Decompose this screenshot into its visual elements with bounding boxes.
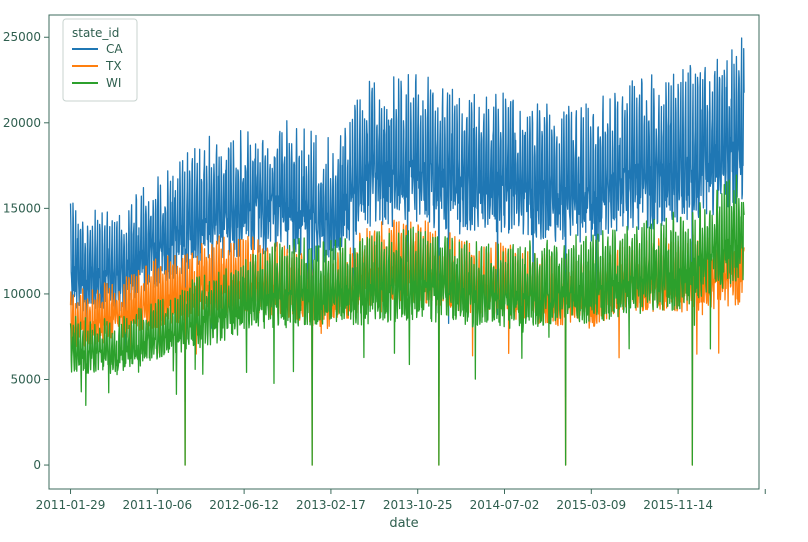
legend-title: state_id — [72, 26, 119, 40]
x-tick-label: 2015-11-14 — [643, 498, 713, 512]
y-tick-label: 20000 — [3, 116, 41, 130]
y-axis: 0 5000 10000 15000 20000 25000 — [3, 30, 49, 472]
plot-frame — [48, 14, 760, 490]
y-tick-label: 25000 — [3, 30, 41, 44]
x-axis-label: date — [389, 516, 418, 531]
x-tick-label: 2014-07-02 — [470, 498, 540, 512]
x-tick-label: 2012-06-12 — [209, 498, 279, 512]
legend-label-tx: TX — [105, 59, 122, 73]
y-tick-label: 0 — [33, 458, 41, 472]
series-line-ca — [69, 37, 745, 403]
legend-box — [62, 18, 138, 102]
x-tick-label: 2011-10-06 — [122, 498, 192, 512]
x-tick-label: 2011-01-29 — [36, 498, 106, 512]
x-tick-label: 2015-03-09 — [556, 498, 626, 512]
legend-label-wi: WI — [106, 76, 121, 90]
series-layer — [69, 37, 745, 466]
legend-items: CA TX WI — [72, 42, 123, 90]
y-tick-label: 5000 — [10, 372, 41, 386]
legend: state_id CA TX WI — [62, 18, 138, 102]
legend-label-ca: CA — [106, 42, 123, 56]
series-line-wi — [69, 174, 745, 466]
y-tick-label: 10000 — [3, 287, 41, 301]
x-axis: 2011-01-29 2011-10-06 2012-06-12 2013-02-17… — [36, 489, 766, 512]
x-tick-label: 2013-02-17 — [296, 498, 366, 512]
y-tick-label: 15000 — [3, 201, 41, 215]
x-tick-label: 2013-10-25 — [383, 498, 453, 512]
